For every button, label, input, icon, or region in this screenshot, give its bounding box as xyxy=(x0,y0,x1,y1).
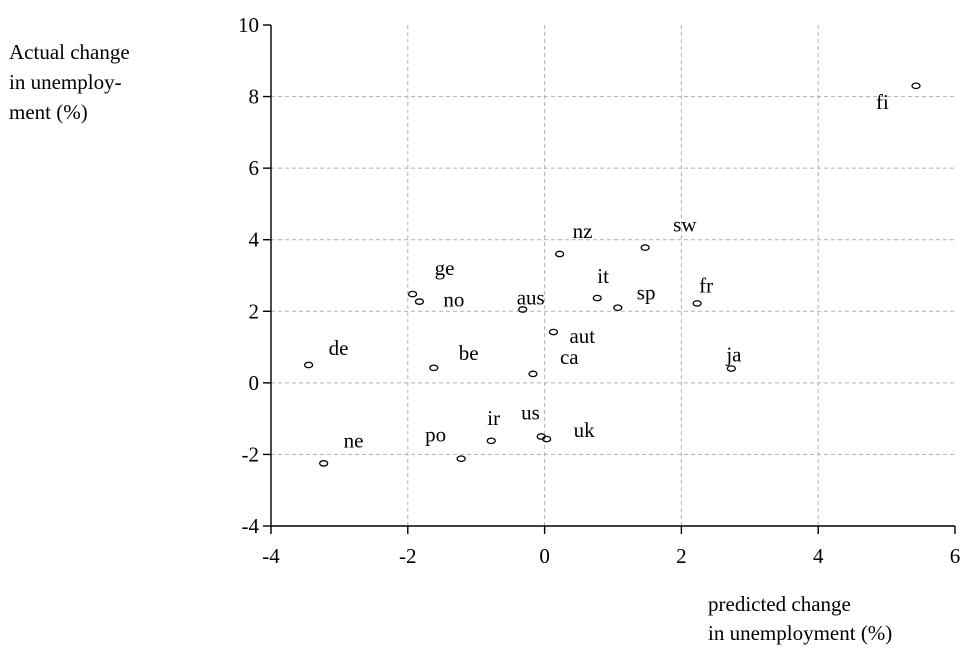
data-point-group: de xyxy=(303,336,349,369)
data-point-group: be xyxy=(429,341,479,372)
data-point-group: it xyxy=(592,264,609,302)
data-points: fi nz sw ge no aus it sp fr aut de be ca ja ir us uk po ne xyxy=(303,82,921,467)
axes xyxy=(263,24,956,534)
data-point-label: aus xyxy=(517,285,545,309)
data-point-label: sw xyxy=(673,213,697,237)
data-point-label: be xyxy=(459,341,479,365)
grid-lines xyxy=(271,25,955,526)
data-point-marker xyxy=(528,370,538,378)
data-point-label: aut xyxy=(569,324,595,348)
data-point-marker xyxy=(640,244,650,251)
x-tick-label: 4 xyxy=(813,544,824,568)
data-point-marker xyxy=(456,455,466,463)
y-tick-label: 6 xyxy=(249,156,260,180)
data-point-marker xyxy=(554,250,565,258)
data-point-label: ja xyxy=(725,343,742,367)
data-point-marker xyxy=(592,294,602,302)
y-tick-label: -2 xyxy=(242,442,260,466)
data-point-marker xyxy=(518,306,528,313)
y-tick-label: 8 xyxy=(249,85,260,109)
data-point-label: ir xyxy=(487,406,500,430)
data-point-label: ca xyxy=(560,345,579,369)
data-point-label: ge xyxy=(435,256,455,280)
data-point-label: uk xyxy=(574,418,596,442)
x-tick-label: -4 xyxy=(262,544,280,568)
data-point-marker xyxy=(414,298,425,305)
data-point-group: fr xyxy=(692,273,713,307)
data-point-label: ne xyxy=(344,428,364,452)
data-point-group: nz xyxy=(554,219,593,258)
y-tick-label: 2 xyxy=(249,299,260,323)
y-axis-title-line: in unemploy- xyxy=(9,70,122,94)
data-point-group: aut xyxy=(548,324,595,348)
data-point-group: ja xyxy=(725,343,742,372)
data-point-marker xyxy=(319,460,329,467)
y-tick-label: -4 xyxy=(242,514,260,538)
data-point-marker xyxy=(911,82,921,90)
data-point-group: ca xyxy=(528,345,579,378)
y-tick-label: 4 xyxy=(249,228,260,252)
data-point-label: fi xyxy=(876,90,889,114)
data-point-label: de xyxy=(329,336,349,360)
y-axis-title-line: ment (%) xyxy=(9,100,88,124)
x-tick-label: 0 xyxy=(539,544,550,568)
y-tick-label: 0 xyxy=(249,371,260,395)
data-point-group: sp xyxy=(613,281,656,312)
data-point-label: sp xyxy=(637,281,656,305)
data-point-marker xyxy=(692,300,702,307)
data-point-group: ge xyxy=(407,256,455,298)
x-tick-label: 6 xyxy=(950,544,961,568)
data-point-marker xyxy=(407,290,418,298)
data-point-label: nz xyxy=(573,219,593,243)
data-point-group: ne xyxy=(319,428,364,467)
data-point-label: po xyxy=(425,423,446,447)
data-point-marker xyxy=(486,437,496,445)
data-point-marker xyxy=(429,364,439,372)
data-point-marker xyxy=(542,435,552,443)
x-axis-title-line: predicted change xyxy=(708,592,851,616)
data-point-label: fr xyxy=(699,273,713,297)
y-axis-title-line: Actual change xyxy=(9,40,130,64)
data-point-group: aus xyxy=(517,285,545,313)
data-point-group: uk xyxy=(542,418,596,443)
data-point-group: sw xyxy=(640,213,697,251)
tick-labels: -4 -2 0 2 4 6 8 10 -4 -2 0 2 4 6 xyxy=(238,13,960,568)
data-point-label: us xyxy=(521,401,540,425)
data-point-group: po xyxy=(425,423,466,463)
x-tick-label: -2 xyxy=(399,544,417,568)
data-point-label: no xyxy=(443,288,464,312)
data-point-marker xyxy=(726,365,736,372)
data-point-group: us xyxy=(521,401,546,440)
x-axis-title-line: in unemployment (%) xyxy=(708,621,893,645)
data-point-group: no xyxy=(414,288,464,312)
data-point-group: ir xyxy=(486,406,500,445)
data-point-marker xyxy=(548,328,559,336)
x-tick-label: 2 xyxy=(676,544,687,568)
data-point-group: fi xyxy=(876,82,921,114)
data-point-label: it xyxy=(597,264,609,288)
data-point-marker xyxy=(613,304,623,312)
y-tick-label: 10 xyxy=(238,13,259,37)
data-point-marker xyxy=(303,361,314,369)
